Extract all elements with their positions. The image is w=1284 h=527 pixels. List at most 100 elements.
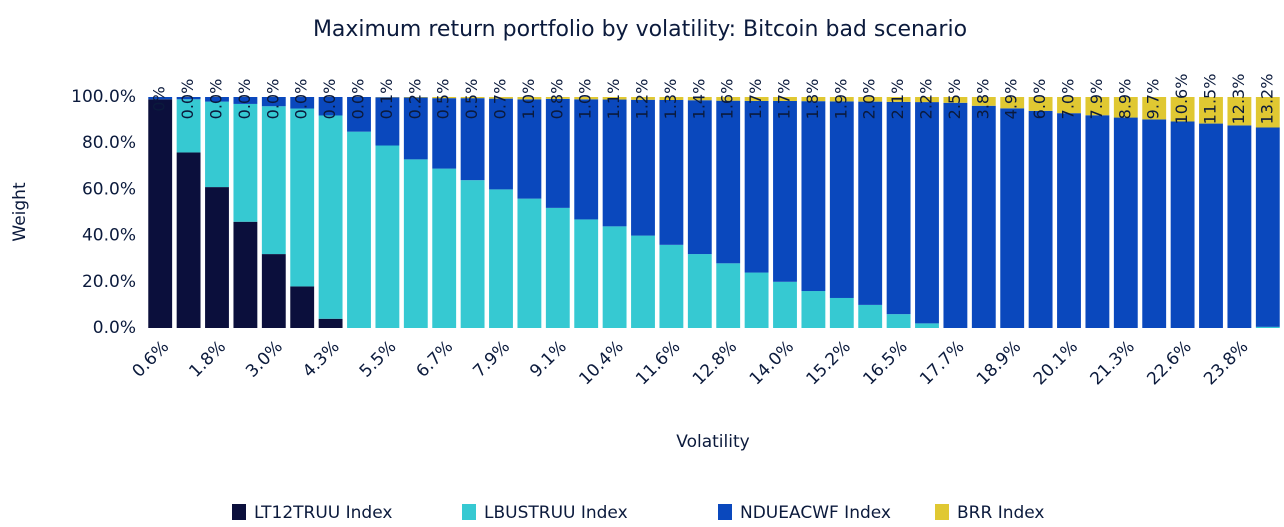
bar-segment — [290, 97, 315, 109]
data-label: 12.3% — [1229, 74, 1248, 125]
bar-segment — [886, 101, 911, 315]
x-tick-label: 20.1% — [1030, 337, 1082, 389]
bar-segment — [602, 226, 627, 328]
x-tick-label: 4.3% — [299, 337, 344, 382]
bar-segment — [971, 97, 996, 106]
bar-segment — [1227, 125, 1252, 329]
data-label: 0% — [150, 86, 169, 111]
bar-segment — [602, 99, 627, 227]
bar-segment — [1085, 97, 1110, 116]
bar-segment — [205, 187, 229, 328]
bar-segment — [1142, 119, 1167, 328]
bar-segment — [773, 100, 797, 282]
bar-segment — [233, 221, 258, 328]
x-tick-label: 6.7% — [413, 337, 458, 382]
legend-label: BRR Index — [957, 503, 1045, 523]
data-label: 0.0% — [320, 79, 339, 120]
bar-segment — [1000, 108, 1025, 328]
bar-segment — [233, 97, 258, 104]
bar-segment — [659, 244, 684, 328]
data-label: 9.7% — [1144, 79, 1163, 120]
x-tick-label: 21.3% — [1087, 337, 1139, 389]
x-tick-label: 7.9% — [469, 337, 514, 382]
bar-segment — [432, 98, 457, 169]
bar-segment — [318, 318, 343, 328]
bar-segment — [631, 97, 655, 100]
bar-segment — [858, 101, 883, 305]
bar-segment — [943, 102, 968, 329]
bar-segment — [886, 314, 911, 328]
bar-segment — [176, 97, 201, 100]
data-label: 0.1% — [377, 79, 396, 120]
bar-segment — [773, 281, 797, 328]
data-label: 1.7% — [746, 79, 765, 120]
data-label: 1.6% — [718, 79, 737, 120]
x-tick-label: 5.5% — [356, 337, 401, 382]
data-label: 0.8% — [547, 79, 566, 120]
bar-segment — [1255, 326, 1280, 328]
data-label: 0.0% — [292, 79, 311, 120]
bar-segment — [716, 100, 741, 264]
bar-segment — [290, 286, 315, 328]
data-label: 0.0% — [178, 79, 197, 120]
bar-segment — [631, 99, 655, 236]
x-tick-label: 1.8% — [185, 337, 230, 382]
data-label: 0.7% — [491, 79, 510, 120]
bar-segment — [517, 97, 542, 100]
bar-segment — [318, 115, 343, 319]
x-tick-label: 12.8% — [689, 337, 741, 389]
y-tick-label: 100.0% — [71, 87, 136, 107]
bar-segment — [545, 98, 570, 208]
bar-segment — [375, 145, 400, 328]
data-label: 0.0% — [207, 79, 226, 120]
bar-segment — [1057, 113, 1081, 328]
bar-segment — [915, 97, 939, 103]
bar-segment — [1199, 123, 1223, 328]
y-tick-label: 40.0% — [82, 226, 136, 246]
bar-segment — [290, 108, 315, 287]
y-tick-label: 0.0% — [93, 318, 136, 338]
chart-title: Maximum return portfolio by volatility: … — [313, 17, 967, 42]
bar-segment — [432, 168, 457, 328]
bar-segment — [1255, 97, 1280, 128]
bar-segment — [517, 198, 542, 328]
legend-swatch — [935, 504, 949, 520]
bar-segment — [886, 97, 911, 102]
bar-segment — [1227, 97, 1252, 126]
data-label: 7.9% — [1087, 79, 1106, 120]
data-label: 0.0% — [235, 79, 254, 120]
bar-segment — [1170, 121, 1195, 329]
data-label: 2.2% — [917, 79, 936, 120]
bar-segment — [801, 291, 826, 328]
x-tick-label: 3.0% — [242, 337, 287, 382]
data-label: 1.3% — [661, 79, 680, 120]
data-label: 6.0% — [1030, 79, 1049, 120]
bar-segment — [971, 105, 996, 328]
data-label: 0.0% — [263, 79, 282, 120]
data-label: 1.0% — [519, 79, 538, 120]
bar-segment — [858, 97, 883, 102]
bar-segment — [574, 219, 599, 328]
bar-segment — [375, 97, 400, 146]
data-label: 8.9% — [1115, 79, 1134, 120]
bar-segment — [915, 102, 939, 324]
bar-segment — [773, 97, 797, 101]
data-label: 0.5% — [434, 79, 453, 120]
data-label: 1.1% — [604, 79, 623, 120]
data-label: 1.0% — [576, 79, 595, 120]
bar-segment — [148, 97, 173, 100]
y-tick-label: 80.0% — [82, 133, 136, 153]
data-label: 0.5% — [462, 79, 481, 120]
data-label: 1.7% — [775, 79, 794, 120]
data-label: 1.8% — [803, 79, 822, 120]
data-label: 1.4% — [689, 79, 708, 120]
bar-segment — [347, 97, 371, 132]
data-label: 4.9% — [1002, 79, 1021, 120]
legend-swatch — [462, 504, 476, 520]
bar-segment — [1113, 97, 1138, 118]
bar-segment — [687, 97, 712, 101]
legend-label: NDUEACWF Index — [740, 503, 891, 523]
y-tick-label: 20.0% — [82, 272, 136, 292]
bar-segment — [1085, 115, 1110, 329]
bar-segment — [432, 97, 457, 99]
